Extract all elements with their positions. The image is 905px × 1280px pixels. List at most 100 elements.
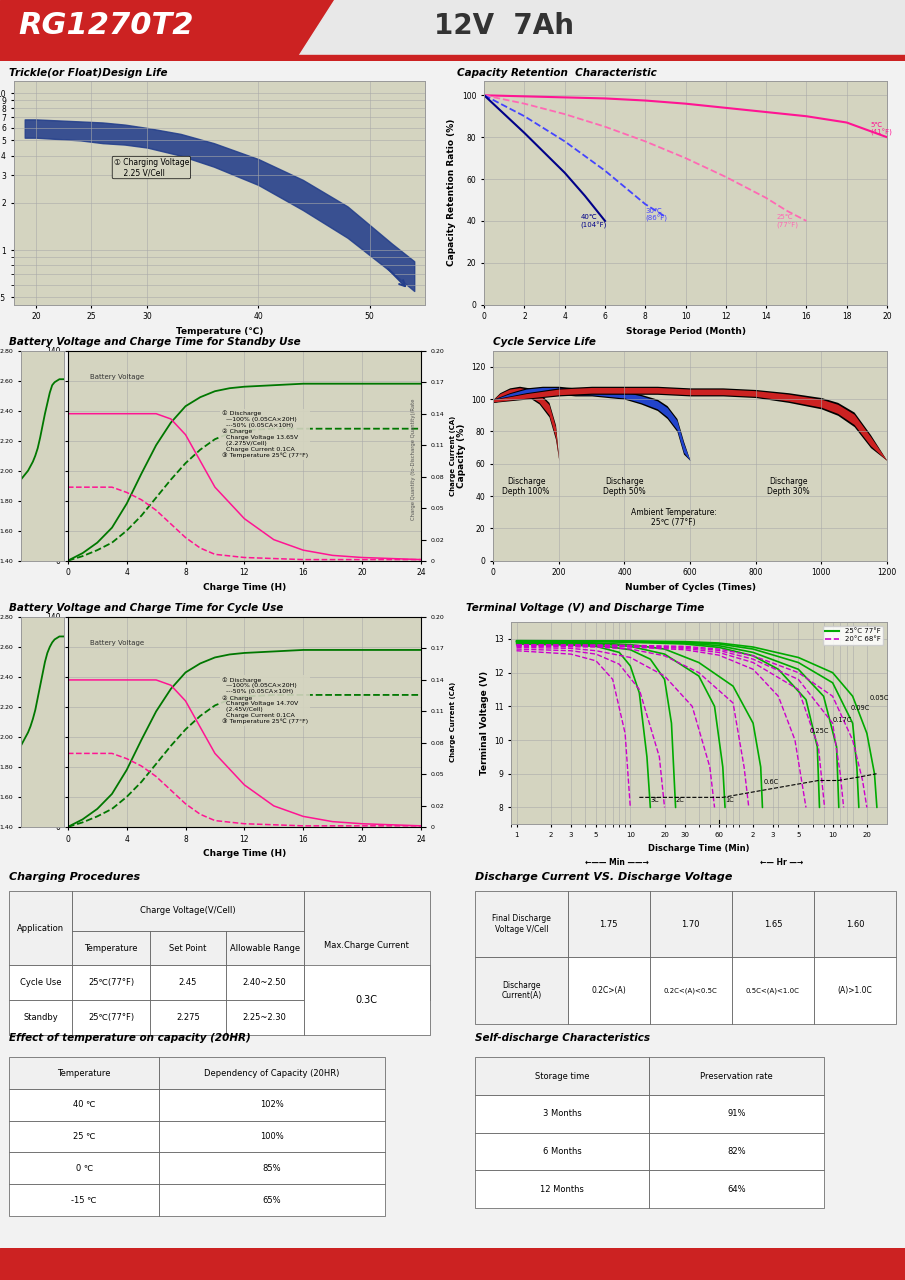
Text: 25℃
(77°F): 25℃ (77°F): [776, 214, 798, 229]
Bar: [9, 1089, 159, 1121]
Text: 0.3C: 0.3C: [356, 995, 377, 1005]
Text: 40℃
(104°F): 40℃ (104°F): [581, 214, 607, 229]
Bar: [72, 1000, 150, 1034]
Bar: [650, 891, 732, 957]
Text: 65%: 65%: [262, 1196, 281, 1204]
Text: 2.275: 2.275: [176, 1012, 200, 1021]
Text: Effect of temperature on capacity (20HR): Effect of temperature on capacity (20HR): [9, 1033, 251, 1043]
Text: 30℃
(86°F): 30℃ (86°F): [645, 209, 667, 223]
Text: ① Charging Voltage
    2.25 V/Cell: ① Charging Voltage 2.25 V/Cell: [114, 157, 189, 177]
Text: Storage time: Storage time: [535, 1071, 589, 1080]
Text: 0.17C: 0.17C: [833, 717, 852, 722]
Bar: [567, 957, 650, 1024]
Text: 91%: 91%: [728, 1110, 746, 1119]
Text: 0.25C: 0.25C: [810, 728, 830, 735]
Text: 2.25~2.30: 2.25~2.30: [243, 1012, 287, 1021]
Text: Cycle Use: Cycle Use: [20, 978, 62, 987]
Bar: [159, 1057, 385, 1089]
Text: Temperature: Temperature: [84, 943, 138, 952]
Text: Self-discharge Characteristics: Self-discharge Characteristics: [475, 1033, 650, 1043]
Bar: [150, 1000, 225, 1034]
Text: 0.6C: 0.6C: [764, 778, 779, 785]
Bar: [0, 55, 905, 61]
Bar: [9, 891, 72, 965]
Bar: [475, 1094, 650, 1133]
Text: 82%: 82%: [727, 1147, 746, 1156]
Bar: [567, 891, 650, 957]
Text: 12V  7Ah: 12V 7Ah: [434, 12, 575, 40]
Bar: [72, 931, 150, 965]
X-axis label: Charge Time (H): Charge Time (H): [203, 582, 286, 591]
Text: 1.70: 1.70: [681, 919, 700, 929]
Text: 3 Months: 3 Months: [543, 1110, 582, 1119]
Bar: [9, 965, 72, 1000]
Text: RG1270T2: RG1270T2: [18, 12, 194, 40]
Text: Ambient Temperature:
25℃ (77°F): Ambient Temperature: 25℃ (77°F): [631, 508, 717, 527]
Text: Discharge
Depth 100%: Discharge Depth 100%: [502, 476, 549, 497]
Y-axis label: Terminal Voltage (V): Terminal Voltage (V): [480, 671, 489, 776]
Text: 0 ℃: 0 ℃: [75, 1164, 93, 1172]
Text: 2.45: 2.45: [178, 978, 197, 987]
Y-axis label: Charge Quantity (%): Charge Quantity (%): [31, 673, 40, 771]
Text: -15 ℃: -15 ℃: [71, 1196, 97, 1204]
Polygon shape: [299, 0, 398, 56]
Text: Preservation rate: Preservation rate: [700, 1071, 773, 1080]
Bar: [150, 965, 225, 1000]
Text: Application: Application: [17, 924, 64, 933]
Text: Set Point: Set Point: [169, 943, 206, 952]
Bar: [475, 957, 567, 1024]
Y-axis label: Charge Current (CA): Charge Current (CA): [450, 416, 456, 495]
Text: 102%: 102%: [260, 1101, 284, 1110]
Bar: [159, 1184, 385, 1216]
Bar: [225, 1000, 304, 1034]
Text: Charging Procedures: Charging Procedures: [9, 872, 140, 882]
Text: Battery Voltage: Battery Voltage: [90, 640, 144, 646]
Text: Discharge Current VS. Discharge Voltage: Discharge Current VS. Discharge Voltage: [475, 872, 732, 882]
Text: Capacity Retention  Characteristic: Capacity Retention Characteristic: [457, 68, 657, 78]
Bar: [475, 1133, 650, 1170]
Text: Battery Voltage and Charge Time for Cycle Use: Battery Voltage and Charge Time for Cycl…: [9, 603, 283, 613]
Text: 2C: 2C: [675, 797, 684, 804]
Text: 25℃(77°F): 25℃(77°F): [88, 1012, 134, 1021]
Text: 85%: 85%: [262, 1164, 281, 1172]
Text: (A)>1.0C: (A)>1.0C: [837, 986, 872, 996]
Text: 100%: 100%: [260, 1132, 284, 1140]
X-axis label: Temperature (℃): Temperature (℃): [176, 326, 263, 335]
Text: Terminal Voltage (V) and Discharge Time: Terminal Voltage (V) and Discharge Time: [466, 603, 704, 613]
Bar: [303, 965, 430, 1034]
Text: Charge Quantity (to-Discharge Quantity)/Rate: Charge Quantity (to-Discharge Quantity)/…: [411, 398, 416, 520]
Text: 64%: 64%: [727, 1185, 746, 1194]
Text: 0.09C: 0.09C: [851, 705, 870, 710]
Text: 0.2C<(A)<0.5C: 0.2C<(A)<0.5C: [664, 987, 718, 995]
Text: Battery Voltage: Battery Voltage: [90, 374, 144, 380]
Text: Battery Voltage and Charge Time for Standby Use: Battery Voltage and Charge Time for Stan…: [9, 337, 300, 347]
Bar: [732, 891, 814, 957]
Bar: [159, 1152, 385, 1184]
Bar: [9, 1184, 159, 1216]
Text: 2.40~2.50: 2.40~2.50: [243, 978, 287, 987]
Legend: 25°C 77°F, 20°C 68°F: 25°C 77°F, 20°C 68°F: [823, 626, 883, 645]
Text: ① Discharge
  —100% (0.05CA×20H)
  ---50% (0.05CA×10H)
② Charge
  Charge Voltage: ① Discharge —100% (0.05CA×20H) ---50% (0…: [223, 411, 309, 458]
Text: 25 ℃: 25 ℃: [73, 1132, 95, 1140]
Text: 1.75: 1.75: [599, 919, 618, 929]
Text: 1.60: 1.60: [845, 919, 864, 929]
Text: 0.2C>(A): 0.2C>(A): [591, 986, 626, 996]
Bar: [814, 891, 896, 957]
Bar: [9, 1000, 72, 1034]
Text: 25℃(77°F): 25℃(77°F): [88, 978, 134, 987]
Text: Discharge
Depth 30%: Discharge Depth 30%: [767, 476, 810, 497]
Y-axis label: Charge Quantity (%): Charge Quantity (%): [31, 407, 40, 504]
X-axis label: Discharge Time (Min): Discharge Time (Min): [648, 844, 750, 852]
Text: ① Discharge
  —100% (0.05CA×20H)
  ---50% (0.05CA×10H)
② Charge
  Charge Voltage: ① Discharge —100% (0.05CA×20H) ---50% (0…: [223, 677, 309, 724]
Bar: [72, 965, 150, 1000]
Bar: [814, 957, 896, 1024]
Bar: [650, 957, 732, 1024]
Text: 1C: 1C: [725, 797, 734, 804]
Bar: [159, 1089, 385, 1121]
Y-axis label: Charge Current (CA): Charge Current (CA): [450, 682, 456, 762]
Bar: [9, 1152, 159, 1184]
Text: 0.05C: 0.05C: [870, 695, 890, 700]
Bar: [650, 1094, 824, 1133]
Text: Charge Voltage(V/Cell): Charge Voltage(V/Cell): [140, 906, 235, 915]
Bar: [159, 1121, 385, 1152]
